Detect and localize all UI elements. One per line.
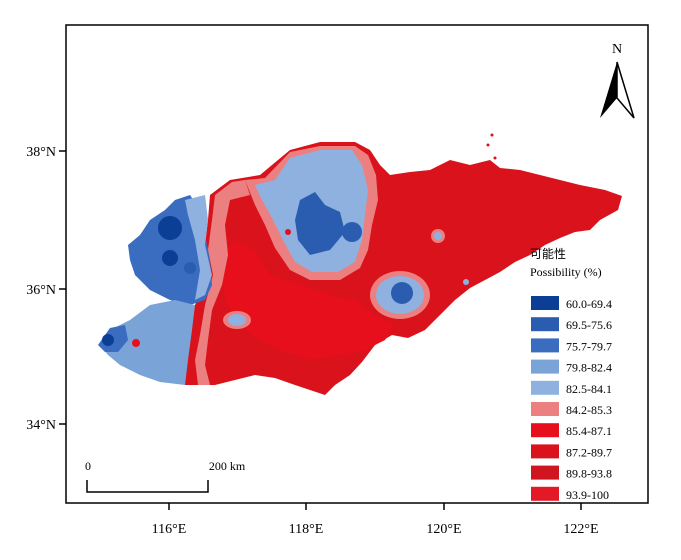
legend-label: 85.4-87.1 [566,424,612,438]
legend-swatch [531,338,559,353]
legend-swatch [531,402,559,416]
legend-item: 89.8-93.8 [531,465,612,481]
legend-item: 75.7-79.7 [531,338,612,353]
west-dark-spot-2 [162,250,178,266]
legend-item: 60.0-69.4 [531,296,612,311]
x-tick-label: 118°E [289,522,324,537]
southwest-red-spot [132,339,140,347]
y-tick-label: 34°N [26,418,56,433]
legend-label: 75.7-79.7 [566,339,612,353]
north-central-dark-region [295,192,345,255]
x-tick-label: 120°E [426,522,461,537]
southwest-dark-spot [102,334,114,346]
y-tick-label: 36°N [26,283,56,298]
north-arrow-left [600,62,617,118]
island [493,156,497,160]
north-central-red-spot [285,229,291,235]
legend-swatch [531,296,559,310]
province-map [98,133,622,395]
scale-bar-line [86,480,209,493]
north-arrow-right [616,61,635,119]
scale-bar-start-label: 0 [85,459,91,473]
legend-swatch [531,486,559,501]
legend-label: 84.2-85.3 [566,403,612,417]
legend-swatch [531,423,559,438]
north-arrow: N [600,42,635,119]
scale-bar-end-label: 200 km [209,459,246,473]
legend-swatch [531,380,559,395]
legend-swatch [531,317,559,332]
coast-small-spot [463,279,469,285]
east-dark-spot [391,282,413,304]
transition-band-west [195,180,250,385]
x-tick-label: 122°E [563,522,598,537]
legend-item: 85.4-87.1 [531,423,612,438]
scale-bar: 0 200 km [85,459,246,493]
y-axis: 38°N 36°N 34°N [26,145,66,433]
west-mid-spot [184,262,196,274]
legend-item: 69.5-75.6 [531,317,612,332]
west-dark-spot [158,216,182,240]
island [490,133,494,137]
x-tick-label: 116°E [152,522,187,537]
legend-item: 93.9-100 [531,486,609,502]
legend-title-cn: 可能性 [530,247,566,261]
legend-label: 69.5-75.6 [566,318,612,332]
north-central-dark-spot [342,222,362,242]
legend-item: 87.2-89.7 [531,444,612,459]
legend-swatch [531,444,559,459]
legend-swatch [531,359,559,374]
y-tick-label: 38°N [26,145,56,160]
legend-label: 93.9-100 [566,488,609,502]
legend-label: 82.5-84.1 [566,382,612,396]
north-label: N [612,42,622,57]
legend-title-en: Possibility (%) [530,265,602,279]
red-core-region [220,240,395,360]
legend: 可能性 Possibility (%) 60.0-69.4 69.5-75.6 75… [530,247,612,502]
island [486,143,490,147]
x-axis: 116°E 118°E 120°E 122°E [152,503,599,537]
east-small-spot [434,232,442,240]
legend-item: 84.2-85.3 [531,402,612,417]
legend-label: 79.8-82.4 [566,361,612,375]
legend-swatch [531,465,559,480]
legend-label: 87.2-89.7 [566,445,612,459]
legend-item: 82.5-84.1 [531,380,612,396]
legend-label: 89.8-93.8 [566,467,612,481]
west-light-band [185,195,212,300]
legend-label: 60.0-69.4 [566,297,612,311]
south-low-spot [228,314,246,326]
southwest-low-region [100,300,195,385]
legend-item: 79.8-82.4 [531,359,612,375]
